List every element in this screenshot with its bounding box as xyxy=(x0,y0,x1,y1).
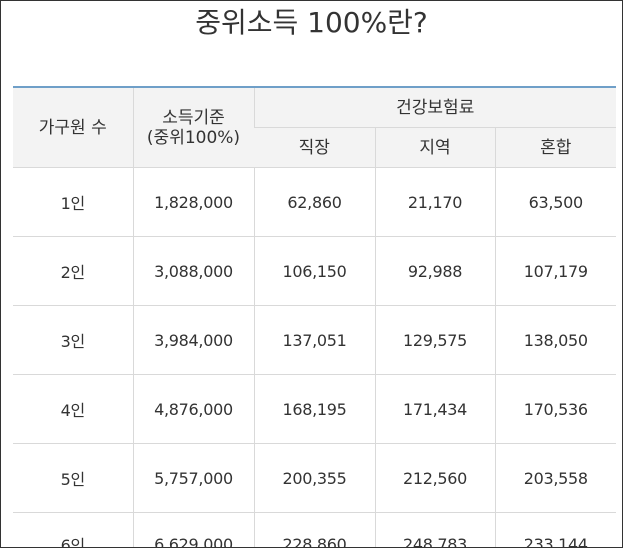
cell-income: 4,876,000 xyxy=(132,374,254,444)
table-row: 1인 1,828,000 62,860 21,170 63,500 xyxy=(13,167,616,237)
header-regional: 지역 xyxy=(374,127,495,168)
table-row: 3인 3,984,000 137,051 129,575 138,050 xyxy=(13,305,616,375)
cell-household: 1인 xyxy=(13,167,133,237)
median-income-table: 가구원 수 소득기준 (중위100%) 건강보험료 직장 지역 혼합 1인 1,… xyxy=(13,86,616,548)
cell-employee: 137,051 xyxy=(253,305,375,375)
cell-income: 5,757,000 xyxy=(132,443,254,513)
header-income-line2: (중위100%) xyxy=(146,127,241,148)
cell-income: 6,629,000 xyxy=(132,512,254,547)
cell-employee: 200,355 xyxy=(253,443,375,513)
header-health-insurance: 건강보험료 xyxy=(253,87,616,128)
cell-employee: 228,860 xyxy=(253,512,375,547)
table-header-row: 가구원 수 소득기준 (중위100%) 건강보험료 xyxy=(13,87,616,168)
header-income-standard: 소득기준 (중위100%) xyxy=(132,87,254,168)
header-income-line1: 소득기준 xyxy=(162,107,225,128)
cell-income: 1,828,000 xyxy=(132,167,254,237)
cell-mixed: 63,500 xyxy=(494,167,616,237)
table-row: 2인 3,088,000 106,150 92,988 107,179 xyxy=(13,236,616,306)
cell-regional: 248,783 xyxy=(374,512,495,547)
cell-income: 3,088,000 xyxy=(132,236,254,306)
cell-employee: 168,195 xyxy=(253,374,375,444)
cell-employee: 62,860 xyxy=(253,167,375,237)
cell-household: 6인 xyxy=(60,536,86,548)
cell-household: 4인 xyxy=(13,374,133,444)
cell-household: 3인 xyxy=(13,305,133,375)
table-row: 6인 6,629,000 228,860 248,783 233,144 xyxy=(13,512,616,548)
cell-regional: 212,560 xyxy=(374,443,495,513)
cell-household: 5인 xyxy=(13,443,133,513)
cell-regional: 129,575 xyxy=(374,305,495,375)
header-employee: 직장 xyxy=(254,127,375,168)
cell-regional: 92,988 xyxy=(374,236,495,306)
cell-regional: 171,434 xyxy=(374,374,495,444)
cell-mixed: 170,536 xyxy=(494,374,616,444)
table-subheader-row: 직장 지역 혼합 xyxy=(13,127,616,168)
cell-mixed: 138,050 xyxy=(494,305,616,375)
cell-income: 3,984,000 xyxy=(132,305,254,375)
page-title: 중위소득 100%란? xyxy=(195,6,428,39)
table-row: 5인 5,757,000 200,355 212,560 203,558 xyxy=(13,443,616,513)
cell-regional: 21,170 xyxy=(374,167,495,237)
cell-mixed: 107,179 xyxy=(494,236,616,306)
cell-household: 2인 xyxy=(13,236,133,306)
cell-mixed: 233,144 xyxy=(494,512,616,547)
cell-employee: 106,150 xyxy=(253,236,375,306)
header-mixed: 혼합 xyxy=(494,127,616,168)
cell-mixed: 203,558 xyxy=(494,443,616,513)
header-household-size: 가구원 수 xyxy=(13,87,133,168)
table-row: 4인 4,876,000 168,195 171,434 170,536 xyxy=(13,374,616,444)
